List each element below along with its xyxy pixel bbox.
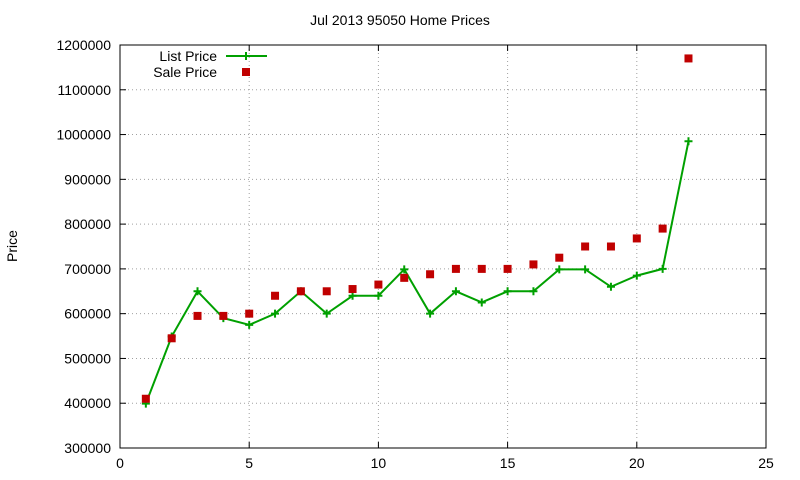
sale-price-point bbox=[477, 264, 486, 273]
sale-price-point bbox=[451, 264, 460, 273]
plot-frame bbox=[119, 44, 767, 449]
sale-price-point bbox=[374, 280, 383, 289]
x-tick-label: 10 bbox=[371, 455, 387, 471]
sale-price-point bbox=[167, 334, 176, 343]
chart-title: Jul 2013 95050 Home Prices bbox=[310, 12, 490, 28]
list-price-point bbox=[193, 287, 202, 296]
sale-price-point bbox=[658, 224, 667, 233]
list-price-point bbox=[581, 265, 590, 274]
sale-price-point bbox=[271, 291, 280, 300]
sale-price-point bbox=[581, 242, 590, 251]
sale-price-point bbox=[426, 270, 435, 279]
y-tick-label: 300000 bbox=[64, 440, 111, 456]
list-price-point bbox=[684, 137, 693, 146]
list-price-point bbox=[245, 320, 254, 329]
grid-layer bbox=[120, 45, 766, 448]
list-price-line bbox=[144, 141, 690, 405]
list-price-point bbox=[606, 282, 615, 291]
series-layer bbox=[141, 54, 693, 408]
list-price-point bbox=[529, 287, 538, 296]
legend-plus-marker bbox=[242, 52, 250, 60]
legend-label: List Price bbox=[159, 48, 217, 64]
y-tick-label: 1200000 bbox=[56, 37, 111, 53]
sale-price-point bbox=[245, 309, 254, 318]
x-tick-label: 15 bbox=[500, 455, 516, 471]
sale-price-point bbox=[606, 242, 615, 251]
sale-price-point bbox=[296, 287, 305, 296]
y-tick-label: 600000 bbox=[64, 306, 111, 322]
list-price-point bbox=[632, 271, 641, 280]
list-price-point bbox=[451, 287, 460, 296]
list-price-point bbox=[348, 291, 357, 300]
list-price-point bbox=[555, 265, 564, 274]
list-price-point bbox=[322, 309, 331, 318]
x-tick-label: 25 bbox=[758, 455, 774, 471]
x-tick-label: 0 bbox=[116, 455, 124, 471]
sale-price-point bbox=[529, 260, 538, 269]
x-tick-label: 5 bbox=[245, 455, 253, 471]
list-price-point bbox=[658, 264, 667, 273]
sale-price-point bbox=[141, 394, 150, 403]
y-tick-label: 700000 bbox=[64, 261, 111, 277]
sale-price-point bbox=[348, 285, 357, 294]
ticks-layer: 0 5 10 15 20 25 300000 400000 500000 600000 700000… bbox=[56, 37, 774, 471]
sale-price-point bbox=[322, 287, 331, 296]
legend-label: Sale Price bbox=[153, 64, 217, 80]
list-price-point bbox=[477, 298, 486, 307]
sale-price-point bbox=[503, 264, 512, 273]
list-price-point bbox=[271, 309, 280, 318]
sale-price-point bbox=[193, 311, 202, 320]
y-tick-label: 500000 bbox=[64, 350, 111, 366]
y-tick-label: 800000 bbox=[64, 216, 111, 232]
x-tick-label: 20 bbox=[629, 455, 645, 471]
y-tick-label: 1000000 bbox=[56, 127, 111, 143]
sale-price-point bbox=[400, 273, 409, 282]
sale-price-point bbox=[555, 253, 564, 262]
y-tick-label: 900000 bbox=[64, 171, 111, 187]
sale-price-point bbox=[632, 234, 641, 243]
sale-price-point bbox=[684, 54, 693, 63]
legend-square-marker bbox=[242, 68, 250, 76]
y-tick-label: 400000 bbox=[64, 395, 111, 411]
y-tick-label: 1100000 bbox=[58, 82, 112, 98]
list-price-point bbox=[374, 291, 383, 300]
sale-price-point bbox=[219, 311, 228, 320]
list-price-point bbox=[503, 287, 512, 296]
list-price-point bbox=[400, 265, 409, 274]
list-price-point bbox=[426, 309, 435, 318]
